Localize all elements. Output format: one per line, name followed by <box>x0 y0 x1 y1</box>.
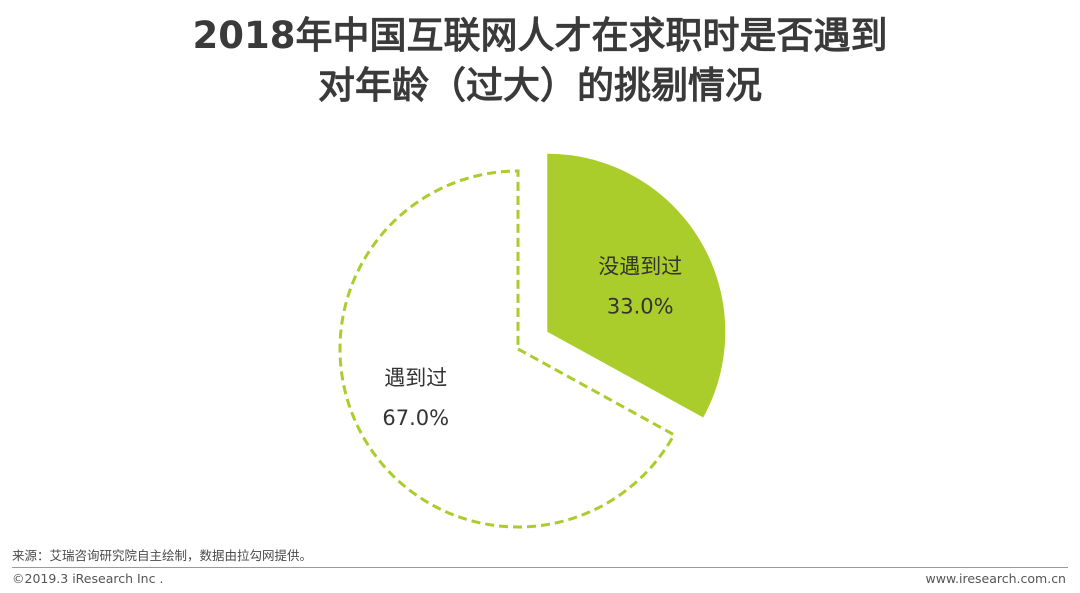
pie-slice-1 <box>338 169 677 529</box>
copyright-text: ©2019.3 iResearch Inc . <box>12 571 164 586</box>
footer-divider <box>12 567 1068 568</box>
slice-label-1: 遇到过 <box>384 366 447 390</box>
slice-value-label-1: 67.0% <box>382 406 449 430</box>
source-note: 来源：艾瑞咨询研究院自主绘制，数据由拉勾网提供。 <box>12 548 313 563</box>
chart-title-line-1: 2018年中国互联网人才在求职时是否遇到 <box>192 14 888 57</box>
chart-title-line-2: 对年龄（过大）的挑剔情况 <box>318 64 762 107</box>
slice-label-0: 没遇到过 <box>598 255 682 279</box>
slice-value-label-0: 33.0% <box>607 295 674 319</box>
pie-slice-0 <box>547 153 726 418</box>
website-text: www.iresearch.com.cn <box>925 571 1067 586</box>
